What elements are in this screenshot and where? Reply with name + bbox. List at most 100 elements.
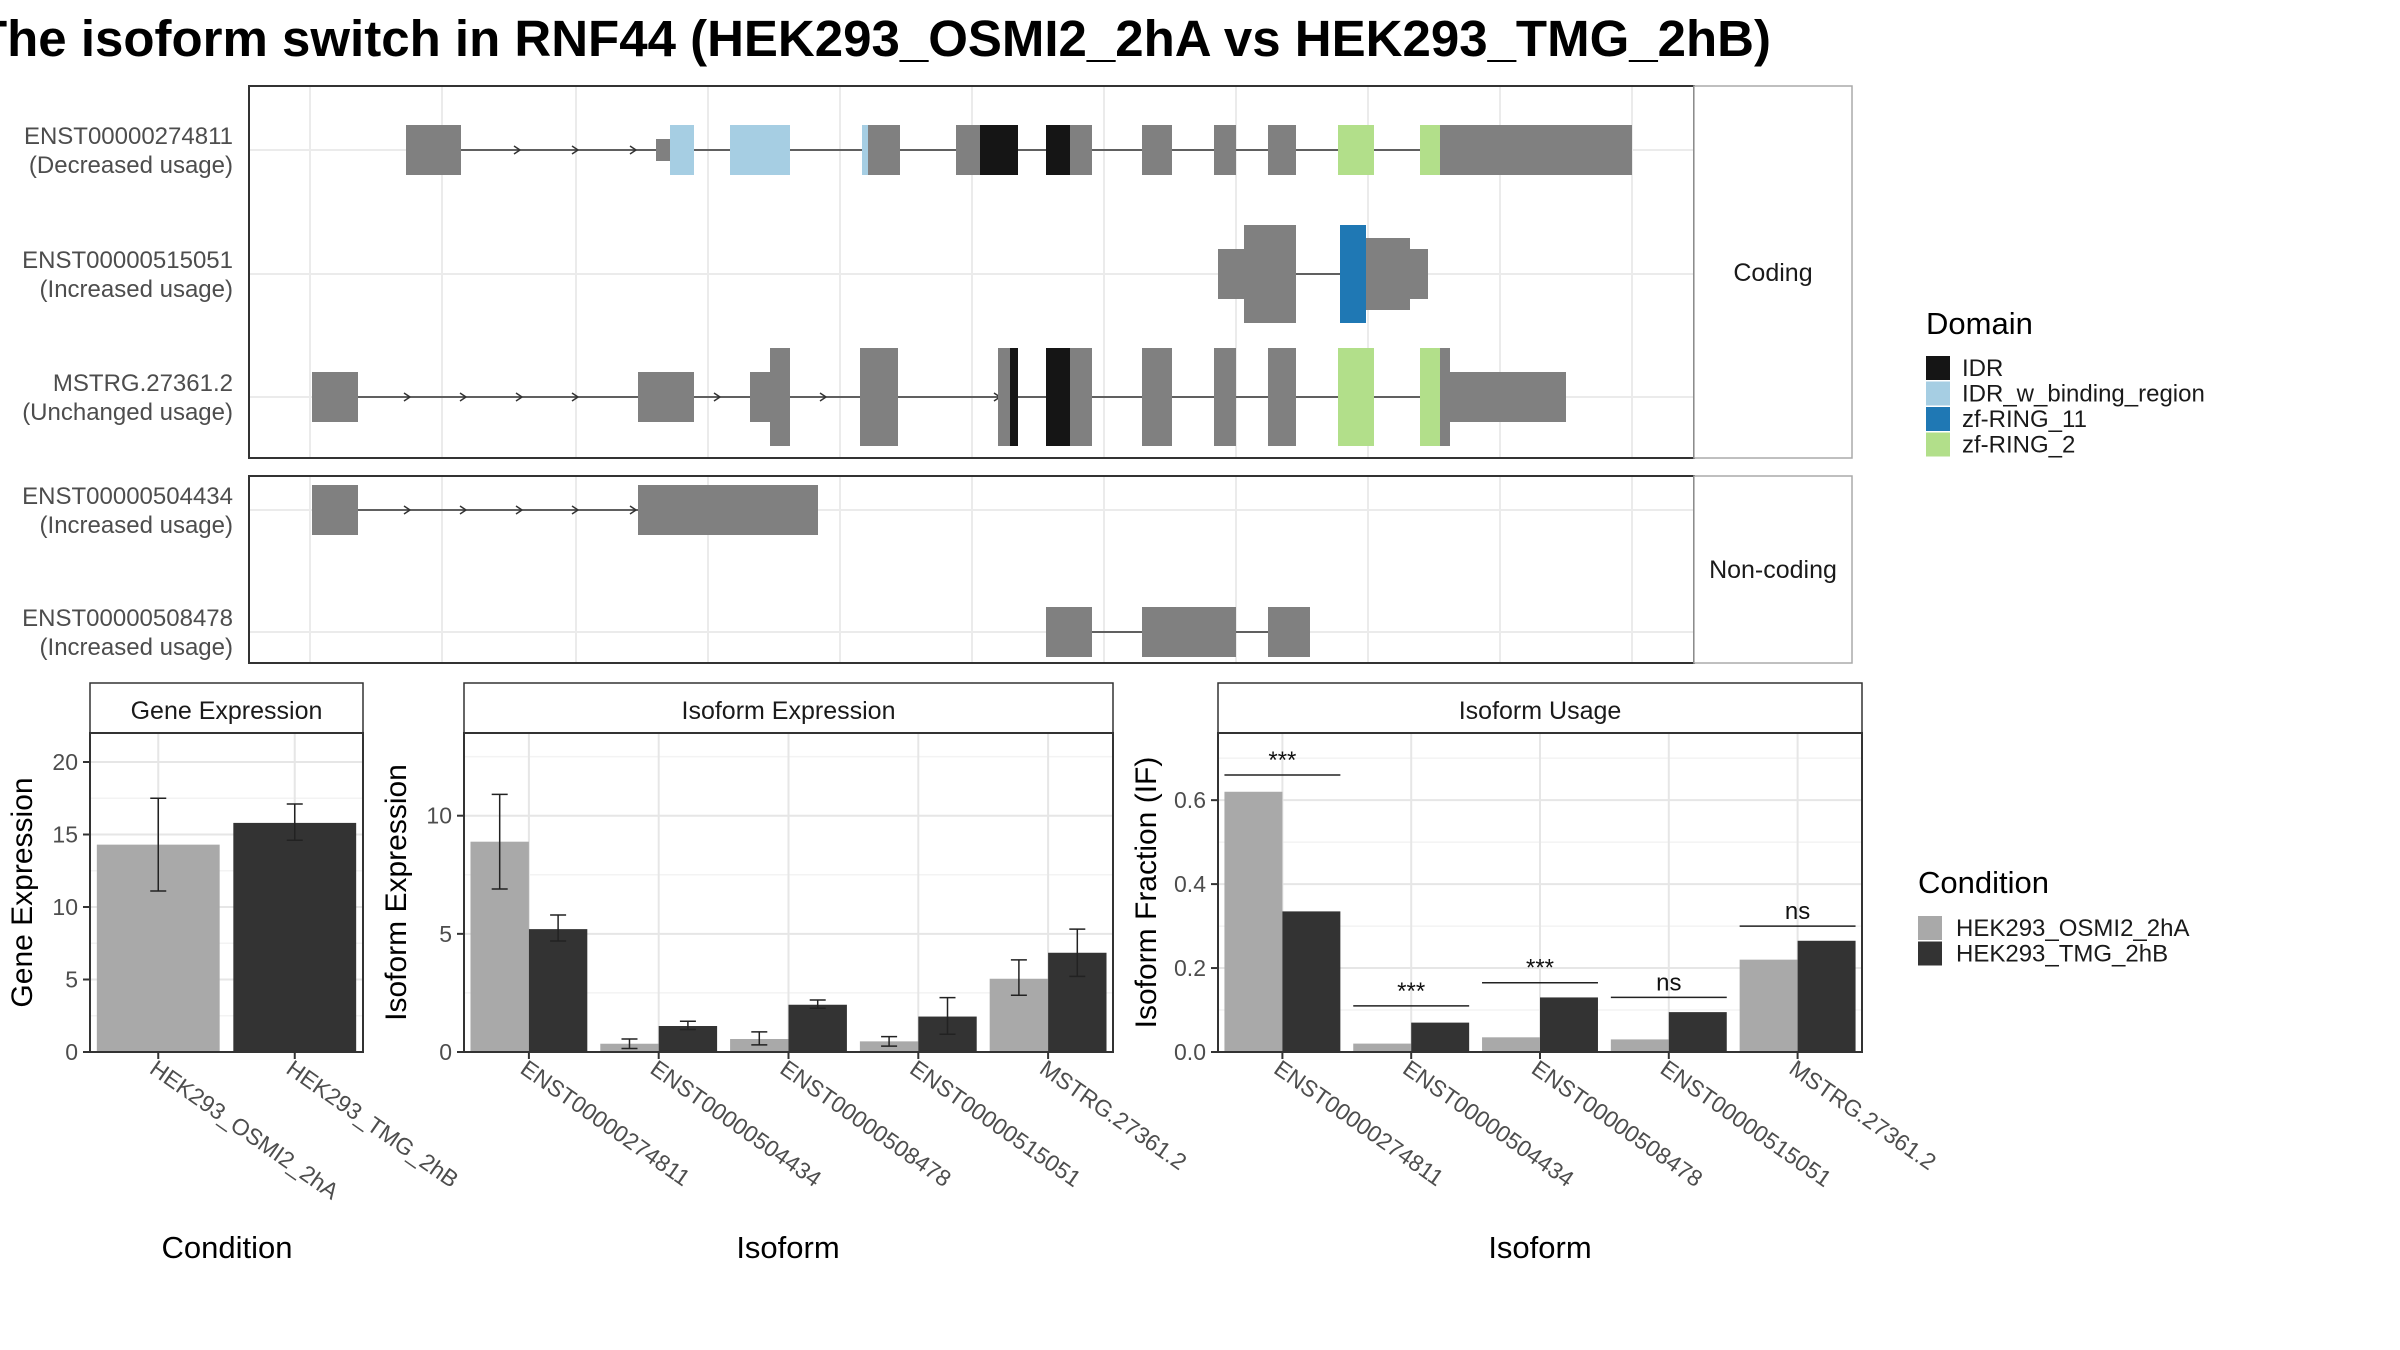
exon-utr: [1218, 249, 1244, 299]
legend-swatch-zf-ring_2: [1926, 432, 1950, 457]
y-tick-label: 0.2: [1174, 955, 1206, 981]
exon-utr: [406, 125, 461, 175]
intron-arrow: [571, 145, 580, 155]
domain-zf-ring-2: [1338, 125, 1374, 175]
exon: [1268, 125, 1296, 175]
exon: [1244, 225, 1296, 323]
bar: [1610, 1039, 1669, 1052]
chart-title: Isoform Expression: [682, 697, 896, 725]
legend-swatch-zf-ring_11: [1926, 407, 1950, 431]
domain-idr: [1010, 348, 1018, 446]
domain-idr: [1046, 125, 1070, 175]
domain-idr-binding: [862, 125, 868, 175]
significance-label: ***: [1268, 747, 1296, 774]
exon-noncoding: [312, 485, 358, 535]
exon-utr: [656, 139, 670, 161]
bar: [658, 1026, 718, 1052]
x-axis-title: Condition: [162, 1230, 293, 1265]
y-tick-label: 5: [65, 967, 78, 993]
condition-legend-title: Condition: [1918, 865, 2049, 900]
legend-label: zf-RING_2: [1962, 432, 2075, 459]
transcript-id-label: ENST00000504434: [22, 483, 233, 510]
transcript-id-label: MSTRG.27361.2: [53, 370, 233, 397]
bar: [1482, 1037, 1540, 1052]
exon: [868, 125, 900, 175]
exon: [1142, 348, 1172, 446]
exon-noncoding: [638, 485, 818, 535]
y-axis-title: Isoform Expression: [380, 764, 413, 1021]
exon: [860, 348, 898, 446]
y-tick-label: 0.0: [1174, 1039, 1206, 1065]
legend-swatch-condition: [1918, 916, 1942, 940]
intron-arrow: [513, 145, 522, 155]
noncoding-strip: [1693, 475, 1853, 664]
y-axis-title: Isoform Fraction (IF): [1130, 757, 1163, 1029]
coding-strip: [1693, 85, 1853, 459]
bar: [1668, 1012, 1727, 1052]
y-tick-label: 15: [52, 822, 78, 848]
chart-isoform-usage: Isoform Usage*********nsns0.00.20.40.6EN…: [1130, 682, 1941, 1265]
transcript-usage-label: (Unchanged usage): [22, 399, 233, 426]
exon-noncoding: [1142, 607, 1236, 657]
significance-label: ns: [1656, 969, 1681, 996]
x-axis-title: Isoform: [736, 1230, 839, 1265]
transcript-usage-label: (Increased usage): [40, 634, 233, 661]
domain-zf-ring-2: [1338, 348, 1374, 446]
coding-strip-label: Coding: [1733, 259, 1812, 287]
intron-arrow: [571, 505, 580, 515]
y-tick-label: 0: [439, 1039, 452, 1065]
bar: [788, 1004, 847, 1052]
chart-panel-border: [89, 732, 364, 1053]
chart-isoform-expression: Isoform Expression0510ENST00000274811ENS…: [380, 682, 1192, 1265]
chart-strip: [463, 682, 1114, 734]
transcript-id-label: ENST00000508478: [22, 605, 233, 632]
transcript-usage-label: (Decreased usage): [29, 152, 233, 179]
bar: [1353, 1043, 1412, 1052]
domain-zf-ring-2: [1420, 125, 1440, 175]
coding-panel: Coding: [248, 85, 1853, 459]
chart-strip: [1217, 682, 1863, 734]
exon-utr: [1410, 249, 1428, 299]
intron-arrow: [459, 505, 468, 515]
intron-arrow: [403, 505, 412, 515]
chart-strip: [89, 682, 364, 734]
y-tick-label: 5: [439, 921, 452, 947]
legend-swatch-condition: [1918, 941, 1942, 966]
intron-arrow: [629, 145, 638, 155]
exon-utr: [638, 372, 694, 422]
intron-arrow: [819, 392, 828, 402]
exon-utr: [1450, 372, 1566, 422]
domain-legend-title: Domain: [1926, 306, 2033, 341]
bar: [1739, 959, 1798, 1052]
domain-legend: Domain IDRIDR_w_binding_regionzf-RING_11…: [1926, 306, 2205, 459]
exon: [1440, 348, 1450, 446]
transcript-usage-label: (Increased usage): [40, 276, 233, 303]
bar: [528, 929, 588, 1052]
y-tick-label: 10: [52, 894, 78, 920]
legend-label: zf-RING_11: [1962, 406, 2087, 433]
significance-label: ns: [1785, 898, 1810, 925]
noncoding-strip-label: Non-coding: [1709, 556, 1837, 584]
bar: [1224, 791, 1283, 1052]
domain-zf-ring-11: [1340, 225, 1366, 323]
figure-title: The isoform switch in RNF44 (HEK293_OSMI…: [0, 10, 1771, 67]
intron-arrow: [403, 392, 412, 402]
noncoding-panel: Non-coding: [248, 475, 1853, 664]
legend-label: HEK293_TMG_2hB: [1956, 941, 2168, 968]
transcript-id-label: ENST00000274811: [24, 123, 233, 150]
y-tick-label: 20: [52, 749, 78, 775]
significance-label: ***: [1397, 978, 1425, 1005]
bar: [1411, 1022, 1470, 1052]
intron-arrow: [629, 505, 638, 515]
exon: [1440, 125, 1450, 175]
bar: [1797, 940, 1856, 1052]
legend-swatch-idr_w_binding_region: [1926, 381, 1950, 406]
exon: [1214, 348, 1236, 446]
exon: [1142, 125, 1172, 175]
exon: [1268, 348, 1296, 446]
intron-arrow: [515, 392, 524, 402]
transcript-labels: ENST00000274811(Decreased usage) ENST0000…: [22, 123, 233, 661]
exon-noncoding: [1046, 607, 1092, 657]
